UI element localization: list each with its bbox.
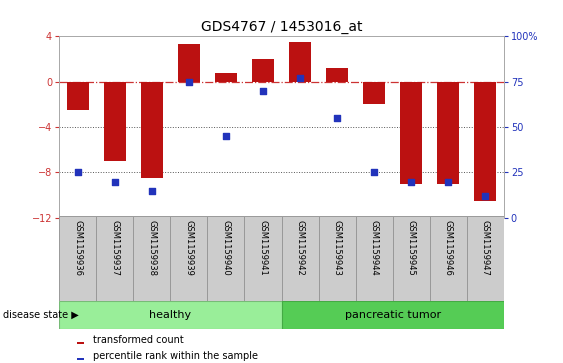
- Point: [73, 170, 82, 175]
- Bar: [319, 216, 356, 301]
- Text: GSM1159938: GSM1159938: [148, 220, 157, 276]
- Point: [221, 133, 230, 139]
- Bar: [66, 82, 89, 110]
- Bar: [437, 82, 459, 184]
- Bar: [77, 358, 84, 360]
- Text: GSM1159943: GSM1159943: [333, 220, 342, 276]
- Bar: [59, 216, 96, 301]
- Text: GSM1159937: GSM1159937: [110, 220, 119, 276]
- Bar: [96, 216, 133, 301]
- Point: [406, 179, 415, 184]
- Point: [110, 179, 119, 184]
- Text: GSM1159946: GSM1159946: [444, 220, 453, 276]
- Bar: [289, 42, 311, 82]
- Bar: [171, 216, 207, 301]
- Text: GSM1159944: GSM1159944: [370, 220, 379, 276]
- Point: [296, 75, 305, 81]
- Bar: [178, 44, 200, 82]
- Text: GSM1159941: GSM1159941: [258, 220, 267, 276]
- Text: disease state ▶: disease state ▶: [3, 310, 79, 320]
- Text: GSM1159945: GSM1159945: [406, 220, 415, 276]
- Point: [258, 88, 267, 94]
- Bar: [77, 342, 84, 344]
- Text: percentile rank within the sample: percentile rank within the sample: [93, 351, 258, 362]
- Title: GDS4767 / 1453016_at: GDS4767 / 1453016_at: [201, 20, 362, 34]
- Text: GSM1159939: GSM1159939: [184, 220, 193, 276]
- Point: [184, 79, 193, 85]
- Bar: [356, 216, 393, 301]
- Bar: [474, 82, 497, 201]
- Bar: [363, 82, 385, 105]
- Bar: [215, 73, 237, 82]
- Bar: [393, 216, 430, 301]
- Bar: [282, 301, 504, 329]
- Text: healthy: healthy: [149, 310, 191, 320]
- Text: GSM1159947: GSM1159947: [481, 220, 490, 276]
- Bar: [141, 82, 163, 178]
- Bar: [400, 82, 422, 184]
- Bar: [244, 216, 282, 301]
- Text: GSM1159940: GSM1159940: [221, 220, 230, 276]
- Bar: [104, 82, 126, 161]
- Bar: [207, 216, 244, 301]
- Point: [481, 193, 490, 199]
- Bar: [252, 59, 274, 82]
- Point: [148, 188, 157, 193]
- Text: GSM1159936: GSM1159936: [73, 220, 82, 276]
- Bar: [59, 301, 282, 329]
- Bar: [133, 216, 171, 301]
- Point: [333, 115, 342, 121]
- Text: pancreatic tumor: pancreatic tumor: [345, 310, 441, 320]
- Bar: [326, 68, 348, 82]
- Bar: [430, 216, 467, 301]
- Bar: [282, 216, 319, 301]
- Text: GSM1159942: GSM1159942: [296, 220, 305, 276]
- Bar: [467, 216, 504, 301]
- Text: transformed count: transformed count: [93, 335, 184, 345]
- Point: [370, 170, 379, 175]
- Point: [444, 179, 453, 184]
